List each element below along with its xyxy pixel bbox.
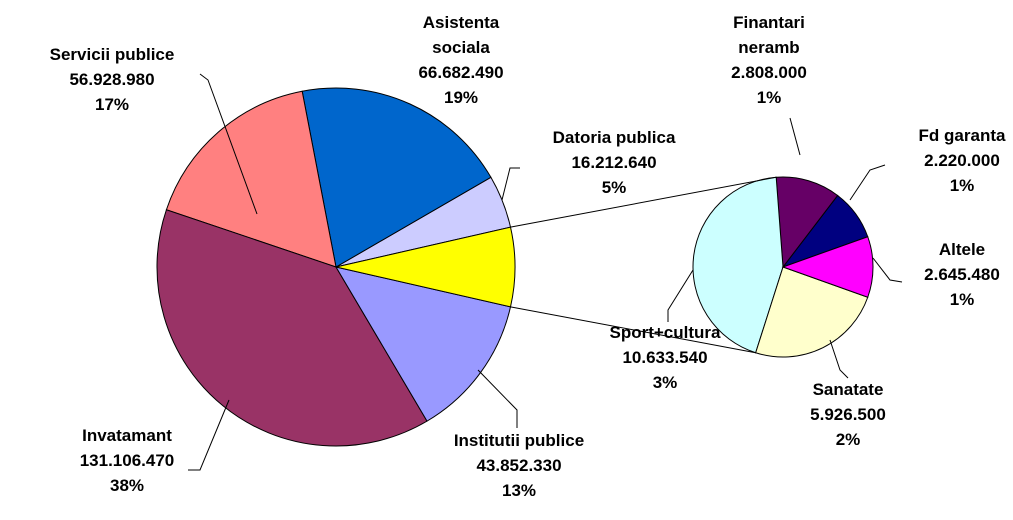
leader-line — [477, 369, 518, 428]
value-label: 10.633.540 — [622, 348, 708, 367]
slice-label: Fd garanta 2.220.000 1% — [892, 123, 1013, 198]
slice-label: Institutii publice 43.852.330 13% — [409, 428, 629, 503]
category-label: Datoria publica — [552, 128, 676, 147]
percent-label: 38% — [109, 476, 145, 495]
value-label: 16.212.640 — [571, 153, 657, 172]
connector-line — [510, 306, 756, 354]
slice-label: Datoria publica 16.212.640 5% — [504, 125, 724, 200]
slice-label: Asistenta sociala 66.682.490 19% — [401, 10, 521, 110]
percent-label: 2% — [835, 430, 861, 449]
percent-label: 1% — [949, 290, 975, 309]
category-label: Asistenta sociala — [422, 13, 500, 57]
connector-line — [510, 176, 777, 228]
category-label: Invatamant — [82, 426, 172, 445]
pie-slice — [781, 236, 874, 298]
percent-label: 1% — [949, 176, 975, 195]
value-label: 43.852.330 — [476, 456, 562, 475]
category-label: Sanatate — [812, 380, 884, 399]
value-label: 2.220.000 — [924, 151, 1000, 170]
leader-line — [789, 117, 801, 156]
percent-label: 1% — [756, 88, 782, 107]
slice-label: Sanatate 5.926.500 2% — [788, 377, 908, 452]
percent-label: 13% — [501, 481, 537, 500]
leader-line — [667, 269, 694, 322]
value-label: 66.682.490 — [418, 63, 504, 82]
percent-label: 5% — [601, 178, 627, 197]
value-label: 56.928.980 — [69, 70, 155, 89]
pie-slice — [301, 87, 492, 268]
pie-slice — [692, 176, 784, 354]
leader-line — [199, 73, 258, 215]
pie-slice — [156, 209, 428, 447]
value-label: 131.106.470 — [79, 451, 175, 470]
pie-slice — [775, 176, 839, 269]
percent-label: 17% — [94, 95, 130, 114]
leader-line — [872, 257, 903, 283]
leader-line — [188, 399, 230, 471]
slice-label: Sport+cultura 10.633.540 3% — [575, 320, 755, 395]
slice-label: Invatamant 131.106.470 38% — [27, 423, 227, 498]
category-label: Servicii publice — [49, 45, 175, 64]
leader-line — [829, 339, 849, 379]
slice-label: Servicii publice 56.928.980 17% — [2, 42, 222, 117]
value-label: 2.645.480 — [924, 265, 1000, 284]
category-label: Institutii publice — [453, 431, 585, 450]
category-label: Sport+cultura — [609, 323, 721, 342]
slice-label: Finantari neramb 2.808.000 1% — [719, 10, 819, 110]
pie-slice — [165, 90, 337, 268]
leader-line — [501, 167, 520, 201]
slice-label: Altele 2.645.480 1% — [902, 237, 1013, 312]
category-label: Fd garanta — [918, 126, 1006, 145]
value-label: 5.926.500 — [810, 405, 886, 424]
category-label: Finantari neramb — [733, 13, 805, 57]
leader-line — [849, 164, 886, 201]
percent-label: 3% — [652, 373, 678, 392]
value-label: 2.808.000 — [731, 63, 807, 82]
pie-slice — [755, 266, 869, 358]
percent-label: 19% — [443, 88, 479, 107]
category-label: Altele — [938, 240, 986, 259]
